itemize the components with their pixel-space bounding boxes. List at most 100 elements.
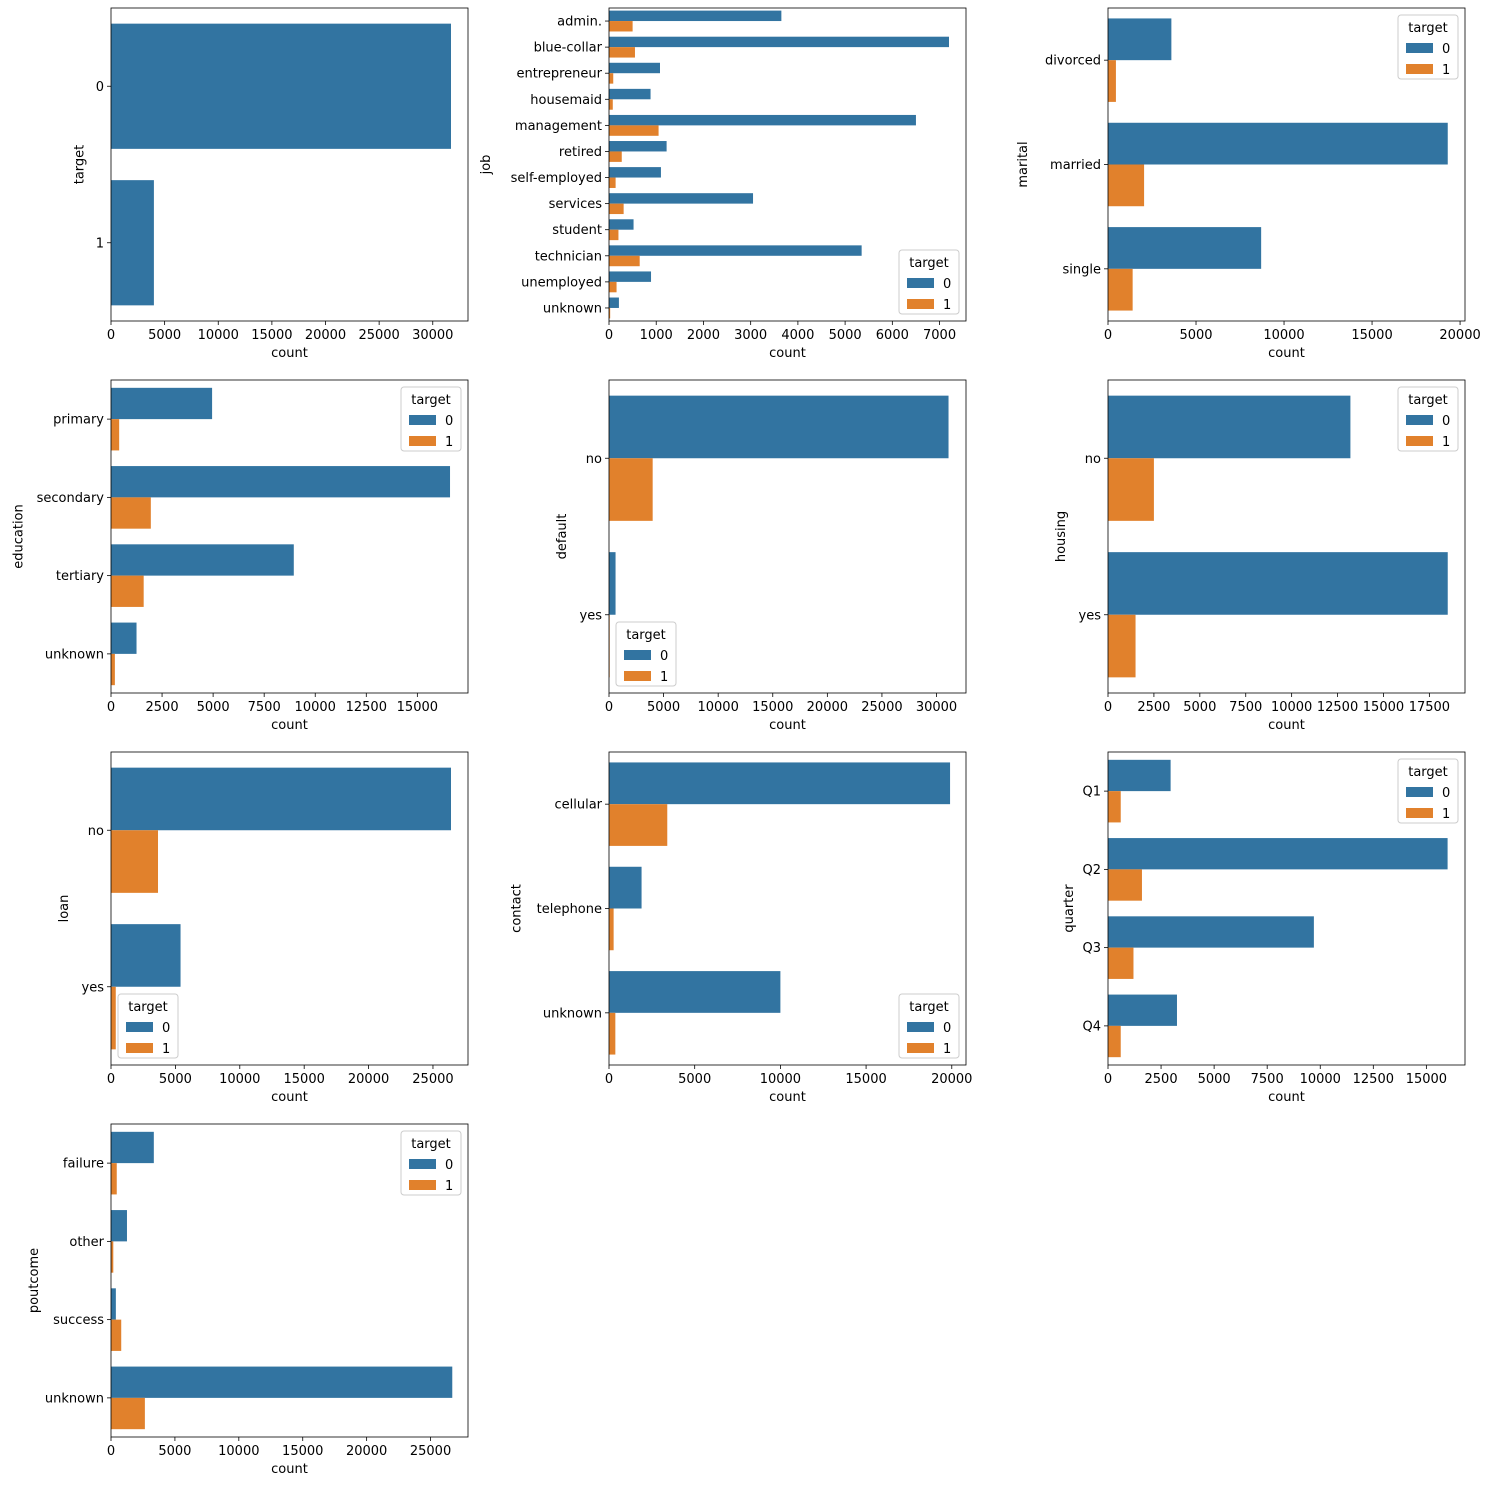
bar-target-1-target-0 <box>111 180 154 306</box>
bar-housing-yes-target-0 <box>1108 552 1448 615</box>
bar-default-no-target-1 <box>609 458 653 521</box>
legend: target 0 1 <box>400 1130 462 1196</box>
bar-loan-yes-target-1 <box>111 986 116 1050</box>
bar-job-management-target-1 <box>609 125 659 136</box>
y-tick-label: secondary <box>37 491 105 506</box>
bar-education-unknown-target-0 <box>111 622 137 654</box>
legend-swatch-1 <box>126 1043 153 1053</box>
bar-job-admin.-target-0 <box>609 10 782 22</box>
x-tick-label: 0 <box>107 328 115 343</box>
legend-swatch-1 <box>409 436 436 446</box>
bar-loan-no-target-1 <box>111 830 159 893</box>
bar-target-0-target-0 <box>111 23 451 149</box>
legend-swatch-0 <box>907 1022 934 1032</box>
y-axis-label: job <box>479 155 494 176</box>
subplot-job: admin. blue-collar entrepreneur housemaid ma… <box>479 7 967 361</box>
subplot-default: no yes 0 5000 10000 15000 20000 25000 30000 count… <box>555 379 967 733</box>
x-tick-label: 0 <box>1104 700 1112 715</box>
y-tick-label: Q4 <box>1082 1019 1101 1034</box>
bar-job-entrepreneur-target-1 <box>609 73 614 84</box>
legend-label: 1 <box>1442 435 1450 450</box>
bar-education-tertiary-target-0 <box>111 544 294 576</box>
x-tick-label: 5000 <box>1183 700 1216 715</box>
x-tick-label: 10000 <box>295 700 336 715</box>
x-tick-label: 0 <box>1104 328 1112 343</box>
x-tick-label: 15000 <box>1351 328 1392 343</box>
x-tick-label: 12500 <box>346 700 387 715</box>
x-tick-label: 15000 <box>251 328 292 343</box>
x-axis-label: count <box>1268 346 1305 361</box>
axes-frame <box>1107 379 1466 694</box>
bar-job-technician-target-1 <box>609 255 640 267</box>
bar-loan-no-target-0 <box>111 767 451 831</box>
bar-contact-unknown-target-1 <box>609 1012 616 1055</box>
bar-education-secondary-target-0 <box>111 466 451 498</box>
bar-poutcome-failure-target-1 <box>111 1163 117 1195</box>
bar-job-housemaid-target-1 <box>609 99 613 110</box>
y-tick-label: success <box>53 1313 104 1328</box>
x-tick-label: 7500 <box>1251 1072 1284 1087</box>
y-tick-label: other <box>69 1235 104 1250</box>
bar-job-blue-collar-target-0 <box>609 36 949 48</box>
bar-job-technician-target-0 <box>609 245 862 256</box>
x-tick-label: 25000 <box>412 1072 453 1087</box>
y-tick-label: yes <box>1079 608 1102 623</box>
legend-swatch-0 <box>907 278 934 288</box>
bar-default-yes-target-0 <box>609 552 616 615</box>
x-tick-label: 0 <box>107 1444 115 1459</box>
bar-education-tertiary-target-1 <box>111 575 144 607</box>
bar-quarter-Q1-target-1 <box>1108 791 1121 823</box>
legend-title: target <box>626 628 666 643</box>
x-axis-label: count <box>271 1090 308 1105</box>
bar-contact-cellular-target-0 <box>609 762 951 805</box>
x-tick-label: 20000 <box>807 700 848 715</box>
bar-quarter-Q4-target-1 <box>1108 1025 1121 1058</box>
x-tick-label: 10000 <box>219 1072 260 1087</box>
y-tick-label: services <box>549 197 603 212</box>
y-axis-label: quarter <box>1062 884 1077 933</box>
bar-education-primary-target-1 <box>111 419 120 451</box>
y-tick-label: 0 <box>96 80 104 95</box>
x-tick-label: 5000 <box>197 700 230 715</box>
y-axis-label: default <box>555 514 570 560</box>
bar-quarter-Q1-target-0 <box>1108 759 1171 792</box>
x-tick-label: 17500 <box>1409 700 1450 715</box>
x-tick-label: 5000 <box>159 1072 192 1087</box>
x-tick-label: 7000 <box>923 328 956 343</box>
y-axis-label: contact <box>510 884 525 933</box>
x-tick-label: 25000 <box>861 700 902 715</box>
legend: target 0 1 <box>1397 386 1459 452</box>
y-tick-label: retired <box>559 145 602 160</box>
x-tick-label: 5000 <box>1179 328 1212 343</box>
legend-label: 0 <box>1442 42 1450 57</box>
legend-swatch-1 <box>907 299 934 309</box>
bar-housing-yes-target-1 <box>1108 614 1136 678</box>
y-tick-label: unknown <box>543 301 602 316</box>
x-tick-label: 0 <box>605 1072 613 1087</box>
y-axis-label: marital <box>1016 141 1031 187</box>
y-tick-label: unknown <box>543 1006 602 1021</box>
x-tick-label: 0 <box>107 1072 115 1087</box>
y-tick-label: cellular <box>554 798 602 813</box>
y-tick-label: telephone <box>537 902 602 917</box>
bar-housing-no-target-0 <box>1108 395 1351 459</box>
x-tick-label: 0 <box>1104 1072 1112 1087</box>
x-axis-label: count <box>1268 718 1305 733</box>
legend-label: 0 <box>1442 786 1450 801</box>
bar-marital-married-target-0 <box>1108 122 1448 165</box>
x-tick-label: 6000 <box>876 328 909 343</box>
x-tick-label: 10000 <box>198 328 239 343</box>
bar-default-no-target-0 <box>609 395 949 459</box>
bar-education-primary-target-0 <box>111 387 213 420</box>
axes-frame <box>608 7 967 322</box>
subplot-loan: no yes 0 5000 10000 15000 20000 25000 count loan t… <box>57 751 469 1105</box>
y-tick-label: unknown <box>45 1391 104 1406</box>
legend-swatch-0 <box>126 1022 153 1032</box>
y-tick-label: entrepreneur <box>516 67 602 82</box>
bar-education-secondary-target-1 <box>111 497 151 529</box>
bar-job-admin.-target-1 <box>609 21 633 32</box>
bar-poutcome-failure-target-0 <box>111 1131 154 1164</box>
x-tick-label: 15000 <box>284 1072 325 1087</box>
axes-frame <box>110 751 469 1066</box>
legend-label: 1 <box>1442 63 1450 78</box>
